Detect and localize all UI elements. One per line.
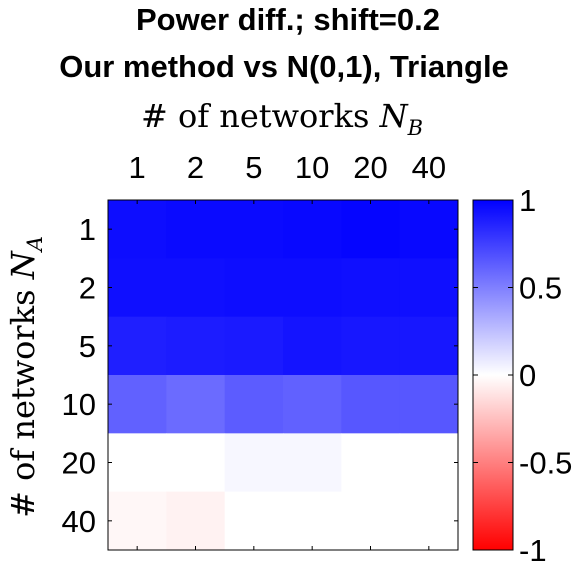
x-tick-label: 20 [353, 150, 387, 185]
colorbar-tick-label: 0 [519, 358, 536, 393]
y-tick-label: 40 [62, 504, 96, 539]
heatmap-frame [107, 199, 459, 551]
heatmap-cell [283, 491, 342, 551]
heatmap-cell [166, 491, 226, 551]
y-tick-label: 5 [79, 329, 96, 364]
heatmap-cell [224, 316, 284, 376]
heatmap-cell [108, 316, 167, 376]
heatmap-cell [341, 375, 401, 434]
x-tick-label: 10 [295, 150, 329, 185]
plot-border [107, 199, 459, 551]
x-tick-label: 2 [187, 150, 204, 185]
heatmap-cell [108, 491, 167, 551]
heatmap-cell [283, 375, 342, 434]
heatmap-cell [108, 258, 167, 318]
x-tick-labels: 1 2 5 10 20 40 [129, 150, 447, 185]
y-tick-label: 10 [62, 387, 96, 422]
colorbar-ticks: 1 0.5 0 -0.5 -1 [473, 183, 572, 567]
chart-title-line-2: Our method vs N(0,1), Triangle [59, 49, 509, 84]
y-tick-label: 2 [79, 271, 96, 306]
heatmap-cell [341, 491, 401, 551]
heatmap-cell [399, 258, 459, 318]
heatmap-cell [166, 316, 226, 376]
heatmap-cell [399, 316, 459, 376]
heatmap-cell [166, 200, 226, 259]
heatmap-cell [399, 433, 459, 493]
heatmap-cell [341, 316, 401, 376]
colorbar-tick-label: 0.5 [519, 271, 562, 306]
heatmap-cell [224, 258, 284, 318]
heatmap-cell [283, 316, 342, 376]
y-axis-label: # of networks NA [4, 236, 47, 518]
heatmap-cell [108, 375, 167, 434]
heatmap-cell [108, 433, 167, 493]
colorbar-tick-label: -0.5 [519, 446, 572, 481]
x-tick-label: 5 [245, 150, 262, 185]
heatmap-cell [224, 491, 284, 551]
heatmap-cell [283, 200, 342, 259]
y-tick-label: 1 [79, 212, 96, 247]
heatmap-cell [341, 433, 401, 493]
heatmap-cell [399, 200, 459, 259]
heatmap-cell [283, 258, 342, 318]
heatmap-cell [224, 433, 284, 493]
heatmap-cell [341, 200, 401, 259]
heatmap-cell [108, 200, 167, 259]
heatmap-cell [224, 375, 284, 434]
heatmap-cell [166, 258, 226, 318]
heatmap-cell [341, 258, 401, 318]
heatmap-cell [224, 200, 284, 259]
chart-title-line-1: Power diff.; shift=0.2 [136, 2, 440, 37]
heatmap-cell [283, 433, 342, 493]
x-tick-label: 40 [412, 150, 446, 185]
heatmap-cells [108, 200, 459, 551]
x-axis-label: # of networks NB [141, 97, 423, 140]
y-tick-labels: 1 2 5 10 20 40 [62, 212, 96, 539]
colorbar-tick-label: -1 [519, 533, 547, 567]
heatmap-cell [166, 375, 226, 434]
x-tick-label: 1 [129, 150, 146, 185]
colorbar [472, 199, 514, 551]
heatmap-cell [166, 433, 226, 493]
heatmap-cell [399, 375, 459, 434]
colorbar-tick-label: 1 [519, 183, 536, 218]
heatmap-cell [399, 491, 459, 551]
y-tick-label: 20 [62, 446, 96, 481]
